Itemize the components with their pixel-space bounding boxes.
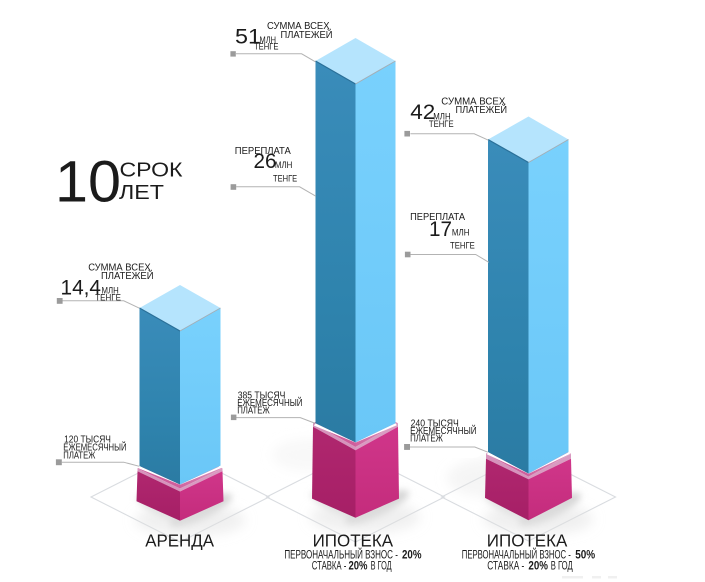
svg-text:ИПОТЕКА: ИПОТЕКА — [313, 531, 394, 551]
svg-text:В ГОД: В ГОД — [551, 561, 573, 573]
svg-text:ПЛАТЕЖ: ПЛАТЕЖ — [237, 406, 270, 417]
svg-text:ИПОТЕКА: ИПОТЕКА — [487, 531, 568, 551]
svg-text:ТЕНГЕ: ТЕНГЕ — [450, 241, 475, 252]
svg-text:ТЕНГЕ: ТЕНГЕ — [429, 119, 454, 130]
svg-text:МЛН: МЛН — [102, 286, 119, 297]
svg-text:СТАВКА -: СТАВКА - — [312, 561, 347, 573]
svg-text:ТЕНГЕ: ТЕНГЕ — [95, 292, 121, 303]
svg-text:СРОК: СРОК — [120, 158, 183, 181]
svg-text:50%: 50% — [575, 550, 595, 562]
svg-text:20%: 20% — [528, 561, 548, 573]
svg-text:МЛН: МЛН — [260, 35, 277, 46]
svg-text:ТЕНГЕ: ТЕНГЕ — [254, 42, 279, 53]
svg-text:ПЛАТЕЖ: ПЛАТЕЖ — [410, 433, 443, 444]
svg-text:ЕЖЕМЕСЯЧНЫЙ: ЕЖЕМЕСЯЧНЫЙ — [410, 425, 477, 437]
svg-text:ЕЖЕМЕСЯЧНЫЙ: ЕЖЕМЕСЯЧНЫЙ — [237, 397, 302, 409]
svg-text:14,4: 14,4 — [61, 277, 102, 300]
svg-text:ПЕРЕПЛАТА: ПЕРЕПЛАТА — [410, 212, 465, 223]
svg-text:20%: 20% — [402, 550, 422, 562]
svg-text:СТАВКА -: СТАВКА - — [487, 561, 524, 573]
svg-text:385 ТЫСЯЧ: 385 ТЫСЯЧ — [238, 391, 286, 402]
svg-text:ПЛАТЕЖ: ПЛАТЕЖ — [63, 451, 95, 462]
svg-text:ПЕРВОНАЧАЛЬНЫЙ ВЗНОС -: ПЕРВОНАЧАЛЬНЫЙ ВЗНОС - — [284, 549, 398, 562]
svg-text:20%: 20% — [349, 561, 368, 573]
svg-text:ЕЖЕМЕСЯЧНЫЙ: ЕЖЕМЕСЯЧНЫЙ — [63, 442, 126, 454]
svg-text:240 ТЫСЯЧ: 240 ТЫСЯЧ — [411, 419, 459, 430]
svg-text:10: 10 — [55, 149, 121, 214]
svg-text:В ГОД: В ГОД — [371, 561, 392, 573]
svg-text:ПЛАТЕЖЕЙ: ПЛАТЕЖЕЙ — [456, 104, 508, 116]
svg-text:ТЕНГЕ: ТЕНГЕ — [273, 173, 297, 184]
svg-text:120 ТЫСЯЧ: 120 ТЫСЯЧ — [64, 435, 111, 446]
svg-text:ЛЕТ: ЛЕТ — [119, 181, 165, 204]
svg-text:42: 42 — [410, 101, 435, 124]
svg-text:СУММА ВСЕХ: СУММА ВСЕХ — [267, 21, 330, 32]
svg-text:ПЕРЕПЛАТА: ПЕРЕПЛАТА — [235, 146, 291, 157]
svg-text:МЛН: МЛН — [433, 112, 450, 123]
svg-text:ПЕРВОНАЧАЛЬНЫЙ ВЗНОС -: ПЕРВОНАЧАЛЬНЫЙ ВЗНОС - — [462, 549, 571, 562]
svg-text:МЛН: МЛН — [452, 228, 470, 239]
svg-text:ПЛАТЕЖЕЙ: ПЛАТЕЖЕЙ — [101, 270, 154, 282]
svg-text:АРЕНДА: АРЕНДА — [145, 531, 214, 551]
svg-text:МЛН: МЛН — [275, 160, 293, 171]
svg-text:51: 51 — [235, 26, 261, 49]
svg-text:26: 26 — [254, 150, 277, 173]
svg-text:СУММА ВСЕХ: СУММА ВСЕХ — [88, 263, 151, 274]
svg-text:ПЛАТЕЖЕЙ: ПЛАТЕЖЕЙ — [281, 29, 333, 41]
svg-text:17: 17 — [429, 218, 452, 241]
svg-text:СУММА ВСЕХ: СУММА ВСЕХ — [441, 96, 505, 107]
